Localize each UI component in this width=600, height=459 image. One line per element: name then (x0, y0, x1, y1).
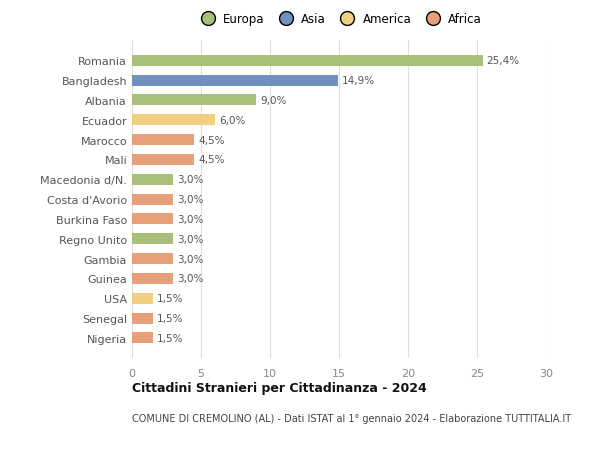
Text: 3,0%: 3,0% (178, 195, 204, 205)
Text: Cittadini Stranieri per Cittadinanza - 2024: Cittadini Stranieri per Cittadinanza - 2… (132, 381, 427, 394)
Bar (132, 194, 173, 205)
Text: 1,5%: 1,5% (157, 313, 184, 324)
Bar (132, 234, 173, 245)
Text: 3,0%: 3,0% (178, 175, 204, 185)
Bar (132, 333, 152, 344)
Text: 9,0%: 9,0% (260, 96, 287, 106)
Bar (132, 56, 482, 67)
Text: 6,0%: 6,0% (219, 116, 245, 125)
Bar (132, 313, 152, 324)
Bar (132, 274, 173, 284)
Text: 25,4%: 25,4% (487, 56, 520, 66)
Text: COMUNE DI CREMOLINO (AL) - Dati ISTAT al 1° gennaio 2024 - Elaborazione TUTTITAL: COMUNE DI CREMOLINO (AL) - Dati ISTAT al… (132, 413, 571, 423)
Text: 1,5%: 1,5% (157, 333, 184, 343)
Text: 3,0%: 3,0% (178, 274, 204, 284)
Bar (132, 115, 215, 126)
Bar (132, 155, 194, 166)
Text: 3,0%: 3,0% (178, 214, 204, 224)
Text: 1,5%: 1,5% (157, 294, 184, 303)
Text: 14,9%: 14,9% (342, 76, 375, 86)
Bar (132, 293, 152, 304)
Bar (132, 253, 173, 264)
Bar (132, 75, 338, 86)
Text: 3,0%: 3,0% (178, 234, 204, 244)
Text: 4,5%: 4,5% (198, 135, 225, 146)
Legend: Europa, Asia, America, Africa: Europa, Asia, America, Africa (193, 9, 485, 29)
Bar (132, 214, 173, 225)
Bar (132, 174, 173, 185)
Bar (132, 95, 256, 106)
Bar (132, 135, 194, 146)
Text: 3,0%: 3,0% (178, 254, 204, 264)
Text: 4,5%: 4,5% (198, 155, 225, 165)
